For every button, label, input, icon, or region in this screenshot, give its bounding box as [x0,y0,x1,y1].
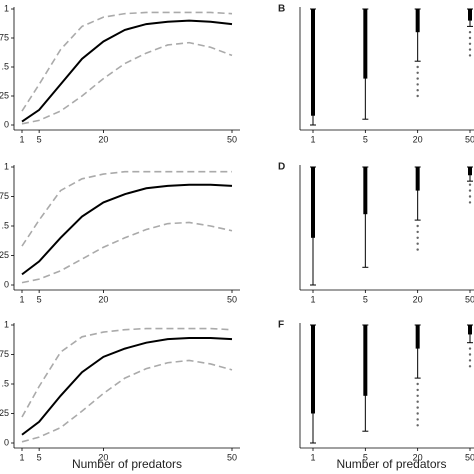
outlier [468,48,472,51]
x-tick-label: 1 [310,294,315,304]
box [468,167,472,176]
panel-letter: F [278,320,284,331]
y-tick-label: 0 [4,279,9,289]
outlier [468,36,472,40]
outlier [416,412,419,415]
outlier [416,382,419,386]
outlier [468,183,472,186]
outlier [468,201,472,204]
x-tick-label: 20 [413,294,423,304]
x-tick-label: 5 [37,294,42,304]
y-tick-label: .25 [0,250,9,260]
ci-line [21,170,232,247]
y-tick-label: .5 [1,378,9,388]
ci-line [21,11,233,112]
box [311,167,315,238]
outlier [416,400,419,403]
x-axis-label: Number of predators [336,457,446,471]
box [468,9,472,21]
y-tick-label: .5 [1,61,9,71]
outlier [468,42,472,45]
y-tick-label: .25 [0,408,9,418]
box [363,9,368,79]
outlier [416,236,419,239]
outlier [468,365,472,368]
outlier [416,77,419,80]
box [415,325,420,349]
box [415,167,420,191]
x-tick-label: 20 [98,452,108,462]
outlier [416,94,419,98]
x-tick-label: 5 [37,134,42,144]
panel-letter: D [278,162,285,173]
y-tick-label: 1 [4,319,9,329]
x-tick-label: 1 [19,134,24,144]
outlier [468,54,472,57]
outlier [468,359,472,362]
y-tick-label: 1 [4,161,9,171]
x-tick-label: 5 [363,294,368,304]
outlier [416,242,419,245]
y-tick-label: .75 [0,349,9,359]
outlier [416,424,419,427]
x-tick-label: 20 [98,134,108,144]
outlier [416,394,419,397]
mean-line [21,336,233,436]
box [311,325,315,414]
x-tick-label: 20 [413,134,423,144]
outlier [468,353,472,356]
mean-line [21,183,233,276]
panel-letter: B [278,4,285,15]
x-tick-label: 50 [465,452,474,462]
outlier [468,195,472,198]
outlier [416,230,419,234]
outlier [416,65,419,69]
x-tick-label: 50 [465,134,474,144]
x-tick-label: 50 [227,294,237,304]
y-tick-label: 0 [4,437,9,447]
outlier [468,347,472,350]
mean-line [21,19,233,123]
outlier [416,388,419,392]
y-tick-label: .25 [0,90,9,100]
x-tick-label: 5 [37,452,42,462]
outlier [416,71,419,75]
x-tick-label: 1 [310,134,315,144]
outlier [416,89,419,92]
ci-line [21,359,233,443]
x-tick-label: 20 [413,452,423,462]
x-axis-label: Number of predators [72,457,182,471]
box [363,167,368,215]
y-tick-label: .5 [1,220,9,230]
outlier [416,83,419,86]
x-tick-label: 50 [227,452,237,462]
x-tick-label: 1 [19,452,24,462]
ci-line [21,41,233,125]
y-tick-label: 1 [4,3,9,13]
outlier [416,248,419,251]
ci-line [21,327,233,418]
x-tick-label: 50 [465,294,474,304]
outlier [416,418,419,421]
y-tick-label: .75 [0,32,9,42]
outlier [416,406,419,409]
x-tick-label: 5 [363,134,368,144]
box [363,325,368,396]
outlier [468,189,472,192]
y-tick-label: 0 [4,119,9,129]
box [468,325,472,335]
y-tick-label: .75 [0,191,9,201]
x-tick-label: 1 [19,294,24,304]
box [311,9,315,116]
ci-line [21,221,233,284]
x-tick-label: 20 [98,294,108,304]
x-tick-label: 50 [227,134,237,144]
x-tick-label: 5 [363,452,368,462]
outlier [416,224,419,228]
outlier [468,31,472,34]
x-tick-label: 1 [310,452,315,462]
box [415,9,420,33]
